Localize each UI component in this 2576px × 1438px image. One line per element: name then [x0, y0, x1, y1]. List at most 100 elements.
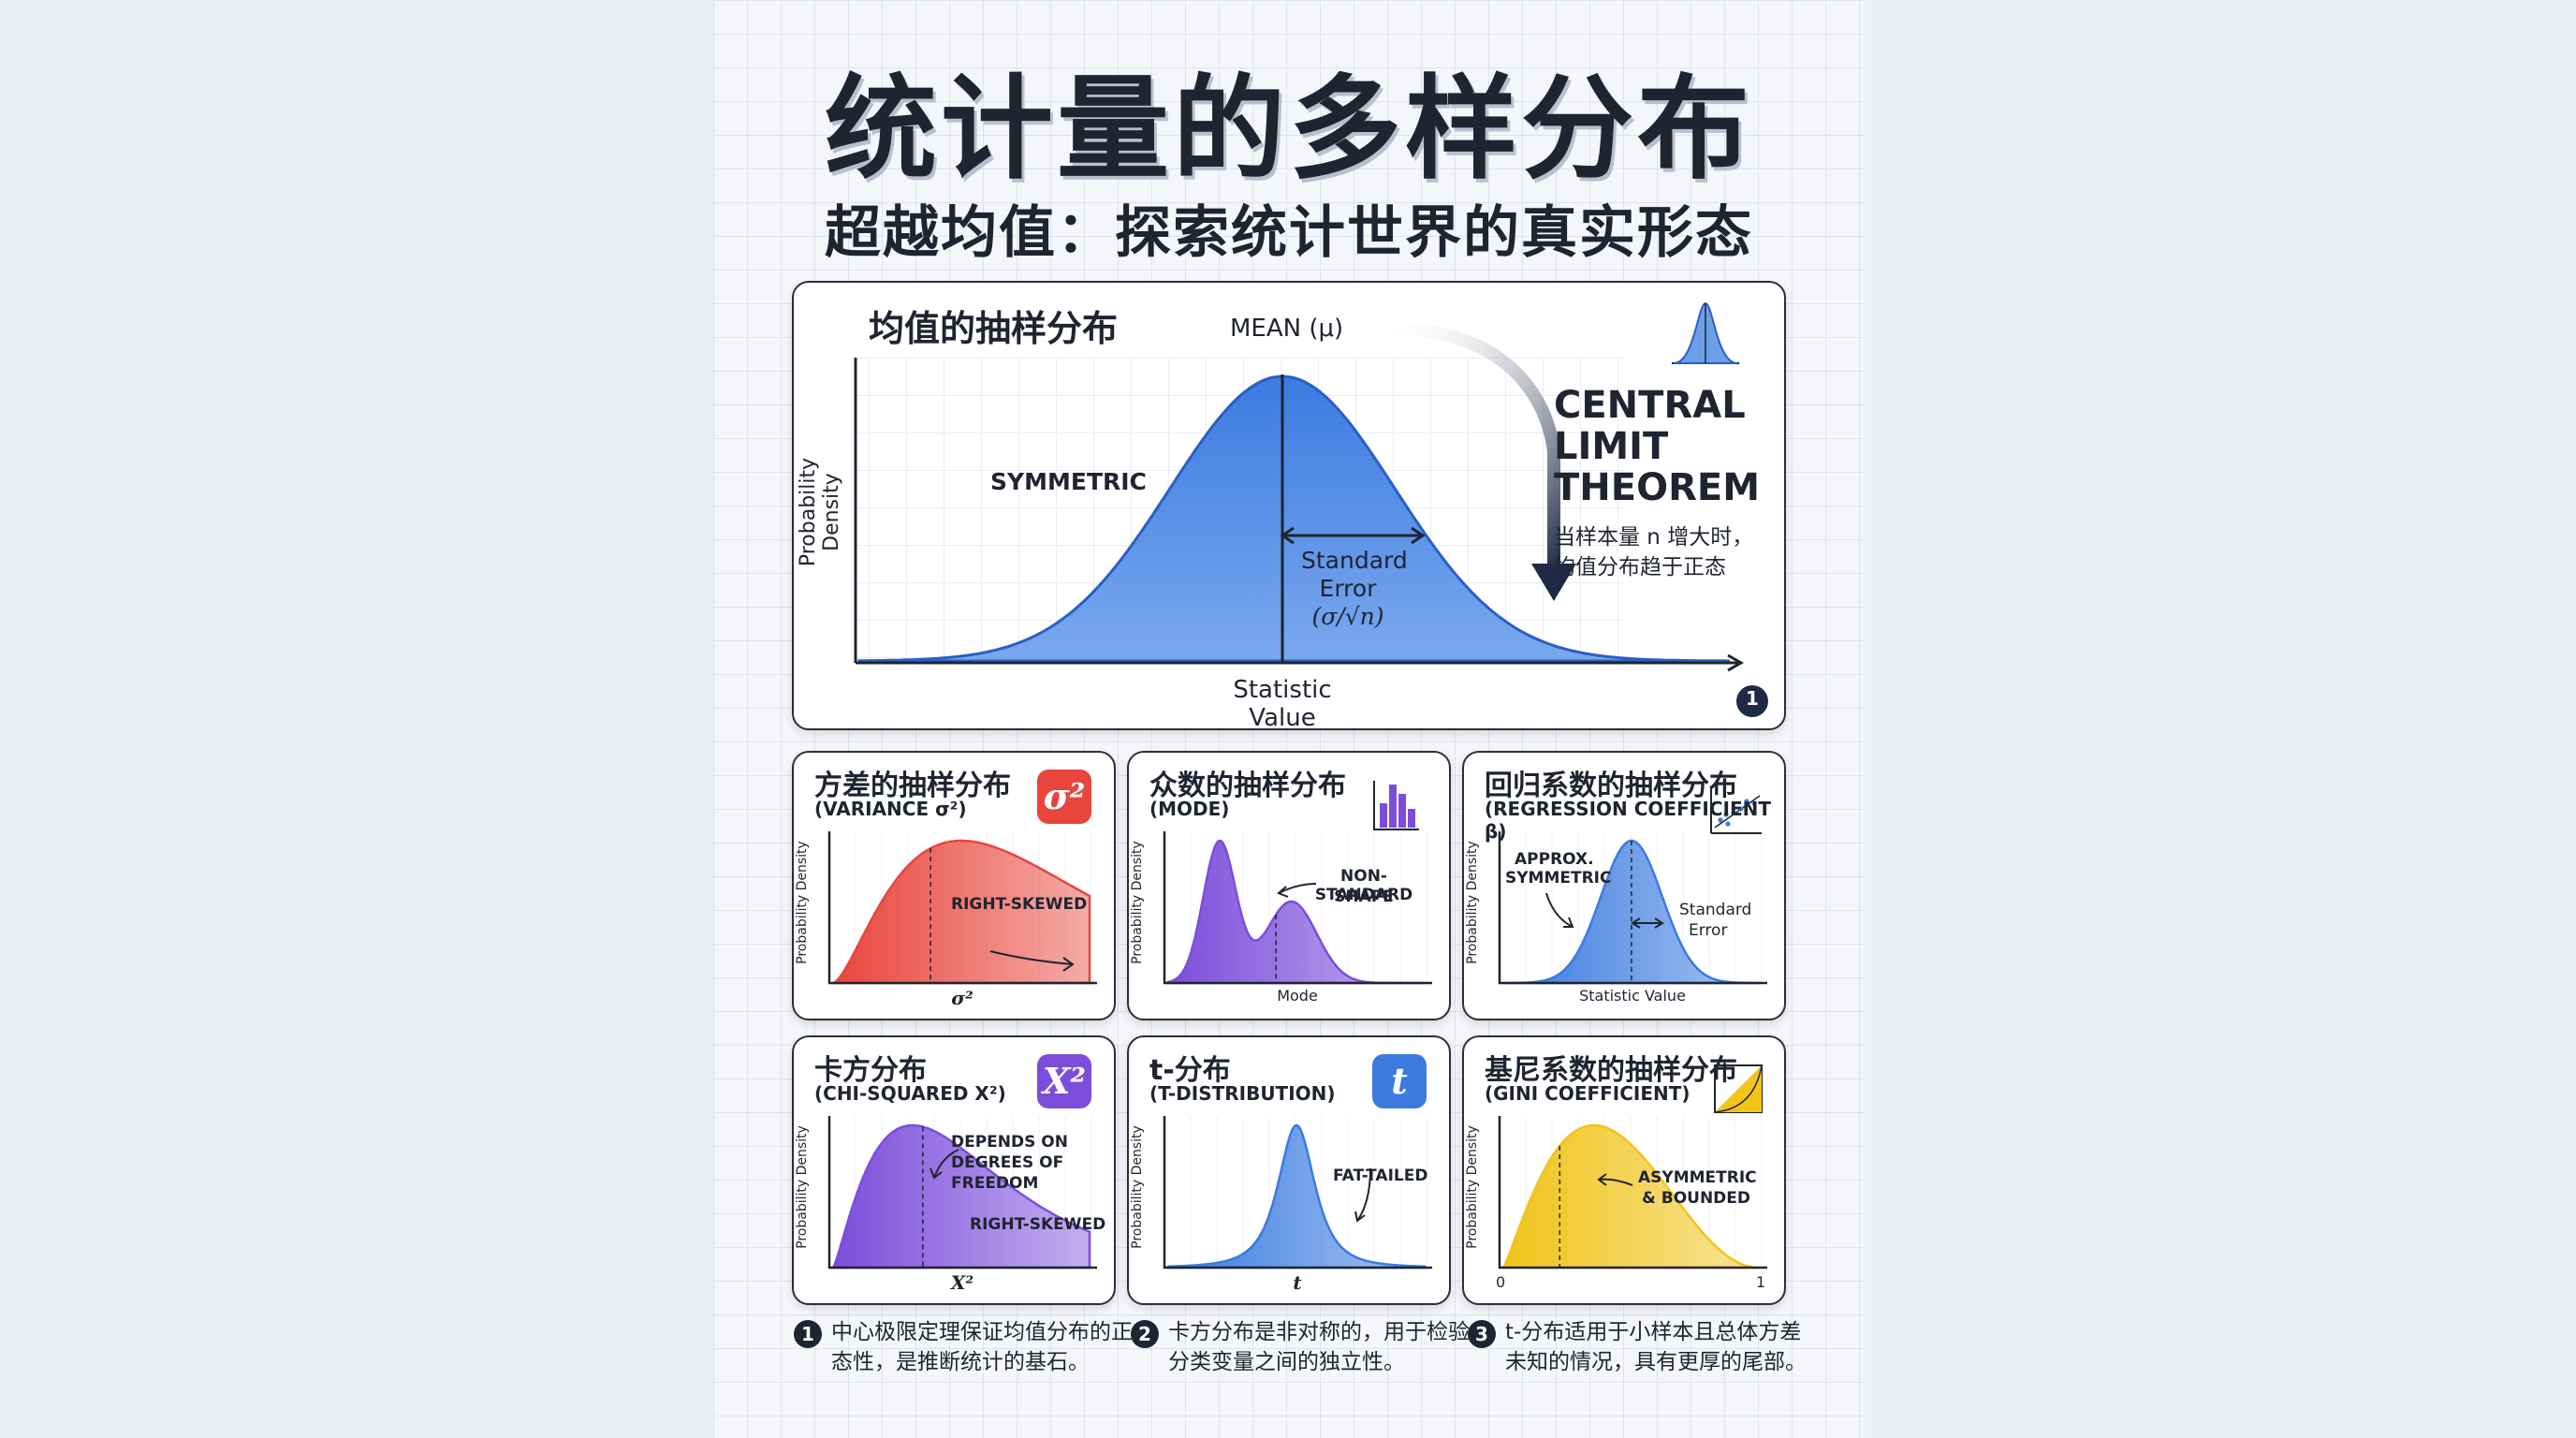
footnote-line-2: 态性，是推断统计的基石。 [831, 1350, 1090, 1374]
scatter-plot-icon [1710, 788, 1762, 834]
annotation: SYMMETRIC [1505, 869, 1612, 888]
panel-title: 回归系数的抽样分布 [1485, 770, 1737, 802]
footnote-number: 1 [794, 1320, 822, 1348]
annotation: RIGHT-SKEWED [951, 895, 1088, 914]
density-curve [1500, 1123, 1760, 1269]
density-curve [830, 1123, 1091, 1269]
footnote-line-1: 卡方分布是非对称的，用于检验 [1168, 1320, 1470, 1344]
panel-marker-1 [1736, 685, 1768, 717]
panel-axes [1163, 1116, 1432, 1269]
panel-y-axis-label: Probability Density [1130, 1125, 1145, 1249]
panel-axes [1498, 831, 1767, 985]
panel-graphic [827, 831, 1097, 985]
panel-axes [1163, 831, 1432, 985]
y-axis-label: Probability Density [797, 457, 843, 567]
panel-axes [827, 1116, 1097, 1269]
clt-title-2: LIMIT [1554, 425, 1669, 468]
panel-x-axis-label: t [1293, 1271, 1302, 1294]
annotation-arrow [1354, 1167, 1371, 1223]
page-subtitle: 超越均值：探索统计世界的真实形态 [825, 200, 1753, 266]
footnote-line-2: 未知的情况，具有更厚的尾部。 [1505, 1350, 1807, 1374]
panel-title: 众数的抽样分布 [1149, 770, 1346, 802]
panel-x-axis-label: X² [950, 1271, 974, 1294]
symmetric-label: SYMMETRIC [990, 468, 1147, 495]
panel-graphic [1498, 1064, 1767, 1269]
se-arrow-left-head [1280, 526, 1295, 545]
annotation-arrow [1545, 892, 1664, 929]
footnote-number: 3 [1468, 1320, 1496, 1348]
clt-desc-2: 均值分布趋于正态 [1554, 555, 1726, 580]
panel-x-axis-label: Statistic Value [1579, 987, 1686, 1005]
annotation: ASYMMETRIC [1638, 1168, 1757, 1187]
panel-card: t-分布 (T-DISTRIBUTION) t Probability Density… [1127, 1035, 1451, 1305]
panel-y-axis-label: Probability Density [1465, 1125, 1480, 1249]
clt-desc-1: 当样本量 n 增大时， [1554, 525, 1754, 550]
footnote-line-1: 中心极限定理保证均值分布的正 [831, 1320, 1133, 1344]
panel-graphic [1498, 788, 1767, 985]
panel-graphic [1163, 1116, 1432, 1269]
panel-marker-1-label: 1 [1746, 687, 1759, 710]
footnote-number: 2 [1131, 1320, 1159, 1348]
annotation: DEPENDS ON [951, 1133, 1068, 1152]
panel-x-axis-label: Mode [1277, 987, 1318, 1005]
annotation: SHAPE [1334, 888, 1394, 906]
panel-y-axis-label: Probability Density [1465, 841, 1480, 964]
panel-title: t-分布 [1149, 1054, 1231, 1087]
annotation: Error [1689, 921, 1728, 940]
clt-arrowhead [1531, 564, 1576, 601]
panel-axes [827, 831, 1097, 985]
formula-badge: t [1372, 1054, 1427, 1108]
main-density-curve [857, 374, 1731, 663]
panel-subtitle: (VARIANCE σ²) [814, 798, 967, 820]
panel-subtitle: (REGRESSION COEFFICIENT β) [1485, 798, 1772, 843]
annotation-arrow [1277, 883, 1317, 898]
panel-card: 方差的抽样分布 (VARIANCE σ²) σ² Probability Densit… [792, 751, 1116, 1020]
panel-axes [1498, 1116, 1767, 1269]
panel-x-tick-0: 0 [1496, 1273, 1506, 1291]
main-panel-graphic [854, 301, 1768, 717]
panel-y-axis-label: Probability Density [795, 1125, 810, 1249]
panel-y-axis-label: Probability Density [1130, 841, 1145, 964]
footnote-line-1: t-分布适用于小样本且总体方差 [1505, 1320, 1802, 1344]
panel-title: 卡方分布 [814, 1054, 927, 1087]
se-arrow-right-head [1411, 526, 1426, 545]
annotation-arrow [1597, 1173, 1633, 1186]
clt-title-3: THEOREM [1554, 466, 1761, 509]
panel-card: 回归系数的抽样分布 (REGRESSION COEFFICIENT β) Proba… [1462, 751, 1786, 1020]
panel-y-axis-label: Probability Density [795, 841, 810, 964]
panel-graphic [1163, 781, 1432, 985]
panel-title: 基尼系数的抽样分布 [1485, 1054, 1737, 1087]
annotation: DEGREES OF [951, 1153, 1064, 1172]
annotation-arrow [989, 950, 1075, 972]
annotation: APPROX. [1515, 850, 1594, 869]
clt-arrow [1373, 323, 1560, 573]
panel-card: 众数的抽样分布 (MODE) Probability Density Mode NON-… [1127, 751, 1451, 1020]
annotation: NON-STANDARD [1314, 867, 1413, 904]
footnote-line-2: 分类变量之间的独立性。 [1168, 1350, 1405, 1374]
clt-title-1: CENTRAL [1554, 384, 1746, 427]
page-title: 统计量的多样分布 [825, 65, 1753, 195]
annotation: FREEDOM [951, 1174, 1039, 1193]
panel-x-axis-label: σ² [951, 987, 973, 1009]
panel-subtitle: (T-DISTRIBUTION) [1149, 1082, 1336, 1105]
annotation: Standard [1679, 901, 1752, 919]
gini-icon [1714, 1064, 1763, 1113]
se-label-1: Standard [1301, 547, 1408, 574]
panel-card: 卡方分布 (CHI-SQUARED X²) X² Probability Densit… [792, 1035, 1116, 1305]
panel-card: 基尼系数的抽样分布 (GINI COEFFICIENT) Probability D… [1462, 1035, 1786, 1305]
x-axis-arrowhead [1727, 653, 1745, 672]
infographic-sheet: 统计量的多样分布 超越均值：探索统计世界的真实形态 [713, 0, 1865, 1438]
se-label-2: Error [1319, 575, 1377, 602]
bell-curve-icon [1672, 301, 1739, 364]
panel-subtitle: (CHI-SQUARED X²) [814, 1082, 1006, 1105]
main-panel-title: 均值的抽样分布 [869, 308, 1119, 349]
x-axis-label: Statistic Value [1233, 676, 1332, 730]
panel-subtitle: (GINI COEFFICIENT) [1485, 1082, 1690, 1105]
annotation: & BOUNDED [1642, 1189, 1751, 1208]
density-curve [1166, 839, 1425, 985]
annotation-arrow [929, 1149, 959, 1180]
se-label-3: (σ/√n) [1311, 603, 1384, 630]
panel-subtitle: (MODE) [1149, 798, 1230, 820]
mean-label: MEAN (μ) [1230, 315, 1344, 343]
annotation: RIGHT-SKEWED [970, 1215, 1106, 1234]
